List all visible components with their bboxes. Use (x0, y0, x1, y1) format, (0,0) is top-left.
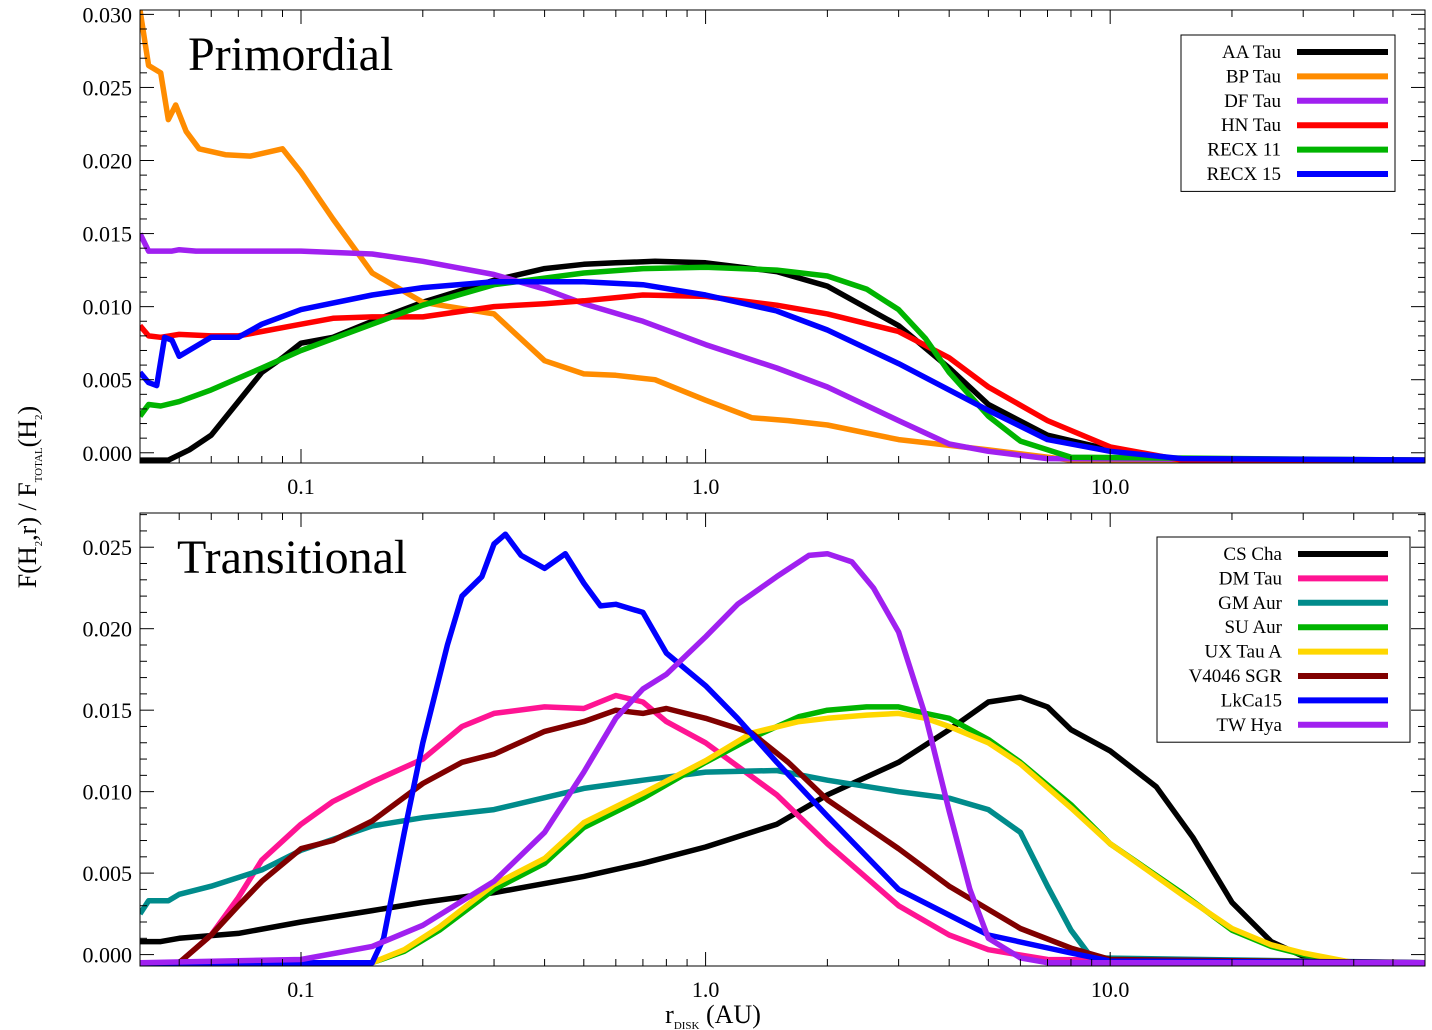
series-line-su-aur (140, 704, 1425, 966)
x-tick-label: 1.0 (692, 474, 720, 499)
series-line-hn-tau (140, 292, 1425, 463)
y-tick-label: 0.025 (83, 535, 133, 560)
legend-label: RECX 15 (1207, 164, 1281, 185)
primordial-panel: 0.1 1.0 10.0 0.000 0.005 0.010 0.015 0.020 0.025… (83, 2, 1426, 499)
legend: AA Tau BP Tau DF Tau HN Tau RECX 11 RECX 15 (1180, 34, 1396, 192)
x-axis-title: rDISK (AU) (665, 1000, 761, 1030)
series-line-cs-cha (140, 694, 1425, 966)
series-line-gm-aur (140, 767, 1425, 966)
plot-frame (139, 9, 1426, 464)
y-tick-label: 0.020 (83, 617, 133, 642)
series-line-df-tau (140, 232, 1425, 463)
x-tick-label: 1.0 (692, 977, 720, 1002)
panel-title: Transitional (177, 531, 407, 584)
legend-box (1180, 34, 1396, 192)
x-ticks: 0.1 1.0 10.0 (139, 10, 1426, 499)
y-tick-label: 0.015 (83, 222, 133, 247)
series-line-ux-tau-a (140, 710, 1425, 966)
series-line-dm-tau (140, 692, 1425, 966)
legend-label: V4046 SGR (1189, 666, 1283, 687)
legend-label: GM Aur (1218, 593, 1283, 614)
x-tick-label: 0.1 (287, 977, 315, 1002)
series-group (140, 531, 1425, 966)
series-line-recx-11 (140, 264, 1425, 463)
series-line-recx-15 (140, 279, 1425, 463)
transitional-panel: 0.1 1.0 10.0 0.000 0.005 0.010 0.015 0.020 0.025… (83, 512, 1426, 1002)
y-tick-label: 0.005 (83, 861, 133, 886)
y-tick-label: 0.010 (83, 295, 133, 320)
series-line-tw-hya (140, 550, 1425, 966)
y-tick-label: 0.000 (83, 441, 133, 466)
y-tick-label: 0.030 (83, 2, 133, 27)
legend-label: TW Hya (1216, 715, 1282, 736)
plot-frame (139, 512, 1426, 967)
series-line-aa-tau (140, 258, 1425, 463)
y-ticks: 0.000 0.005 0.010 0.015 0.020 0.025 0.030 (83, 2, 1425, 466)
x-tick-label: 0.1 (287, 474, 315, 499)
y-tick-label: 0.020 (83, 149, 133, 174)
y-axis-title: F(H2,r) / FTOTAL(H2) (13, 406, 45, 588)
y-tick-label: 0.025 (83, 75, 133, 100)
legend-label: DF Tau (1224, 91, 1281, 112)
panel-title: Primordial (188, 28, 393, 81)
legend-label: RECX 11 (1207, 140, 1281, 161)
legend-label: AA Tau (1222, 42, 1282, 63)
y-tick-label: 0.005 (83, 368, 133, 393)
y-tick-label: 0.000 (83, 943, 133, 968)
legend-box (1156, 536, 1411, 743)
legend-label: DM Tau (1219, 568, 1283, 589)
legend-label: CS Cha (1223, 544, 1282, 565)
legend-label: LkCa15 (1221, 690, 1282, 711)
series-group (140, 10, 1425, 463)
series-line-v4046-sgr (140, 705, 1425, 966)
series-line-bp-tau (140, 10, 1425, 463)
x-ticks: 0.1 1.0 10.0 (139, 513, 1426, 1002)
x-tick-label: 10.0 (1091, 977, 1130, 1002)
y-tick-label: 0.015 (83, 698, 133, 723)
y-ticks: 0.000 0.005 0.010 0.015 0.020 0.025 (83, 514, 1425, 968)
legend-label: HN Tau (1221, 115, 1282, 136)
legend-label: SU Aur (1224, 617, 1282, 638)
y-tick-label: 0.010 (83, 780, 133, 805)
legend: CS Cha DM Tau GM Aur SU Aur UX Tau A V4046 SG… (1156, 536, 1411, 743)
legend-label: UX Tau A (1205, 642, 1283, 663)
x-tick-label: 10.0 (1091, 474, 1130, 499)
series-line-lkca15 (140, 531, 1425, 966)
legend-label: BP Tau (1226, 66, 1282, 87)
